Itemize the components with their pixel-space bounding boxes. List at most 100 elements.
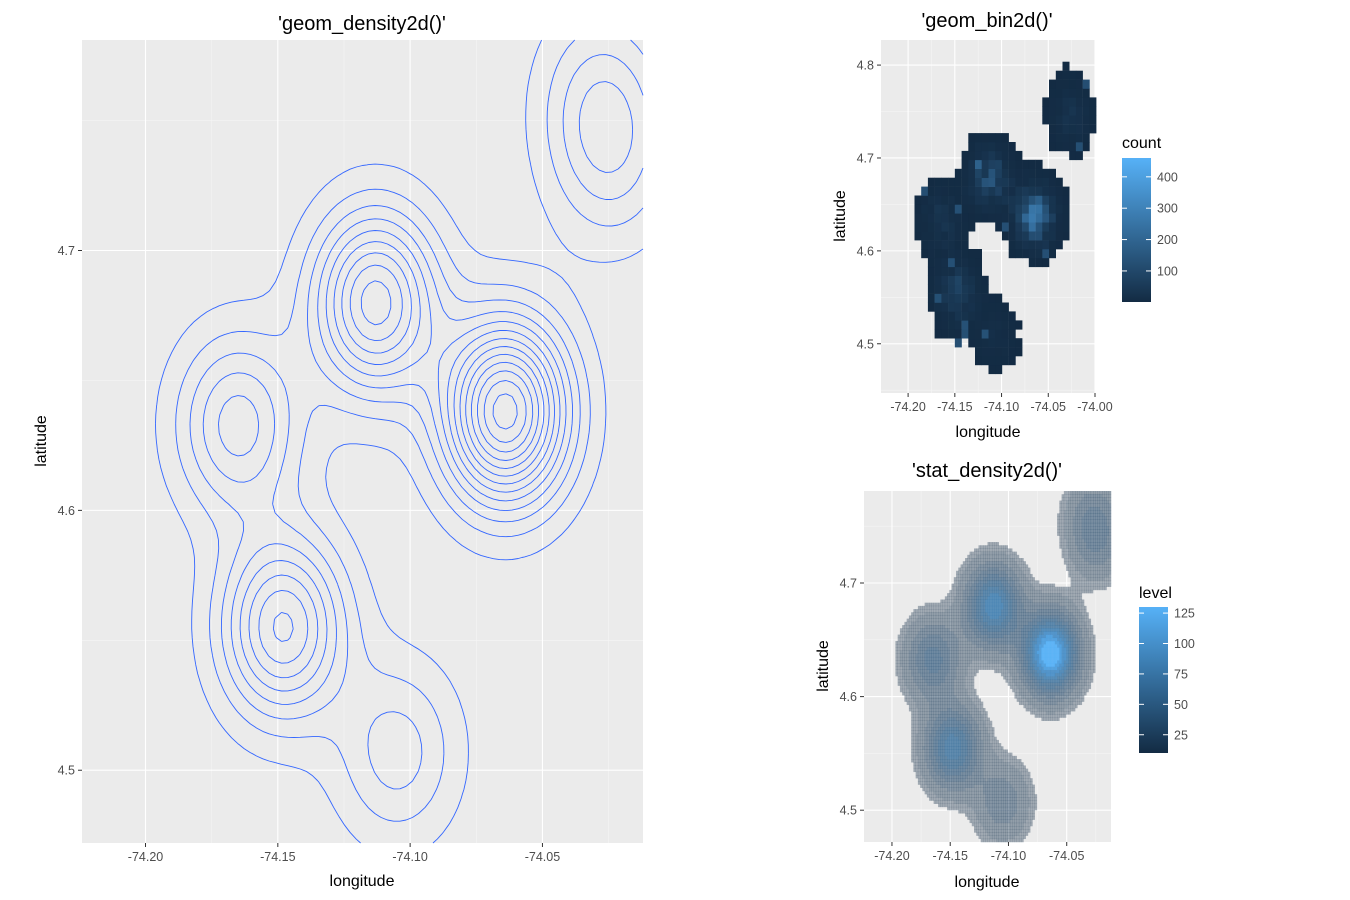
- density-cell: [1030, 692, 1033, 696]
- density-cell: [985, 711, 988, 715]
- density-cell: [1027, 599, 1031, 603]
- bin-tile: [1075, 150, 1083, 161]
- density-cell: [902, 650, 905, 654]
- density-cell: [965, 685, 968, 690]
- bin-tile: [1042, 168, 1050, 178]
- density-cell: [1005, 653, 1008, 658]
- density-cell: [987, 663, 990, 667]
- density-cell: [1005, 647, 1008, 651]
- density-cell: [938, 615, 941, 619]
- density-cell: [1050, 688, 1053, 693]
- density-cell: [924, 615, 928, 619]
- density-cell: [1072, 618, 1076, 623]
- density-cell: [1016, 692, 1020, 696]
- density-cell: [994, 653, 997, 658]
- density-cell: [1066, 704, 1069, 709]
- density-cell: [1086, 625, 1089, 629]
- density-cell: [971, 768, 975, 773]
- density-cell: [1045, 679, 1049, 683]
- density-cell: [1032, 640, 1035, 645]
- density-cell: [996, 656, 999, 661]
- density-cell: [983, 822, 986, 827]
- density-cell: [1054, 599, 1058, 603]
- plot-bin2d: 'geom_bin2d()' -74.20 -74.15 -74.10 -74.05-…: [832, 10, 1178, 441]
- density-cell: [965, 723, 968, 728]
- density-cell: [1068, 612, 1071, 616]
- density-cell: [951, 605, 955, 610]
- density-cell: [1061, 698, 1065, 702]
- density-cell: [1036, 711, 1040, 715]
- density-cell: [1086, 615, 1089, 619]
- density-cell: [940, 717, 943, 721]
- density-cell: [1021, 688, 1024, 693]
- density-cell: [1030, 698, 1033, 702]
- density-cell: [960, 695, 964, 699]
- density-cell: [908, 701, 912, 706]
- density-cell: [996, 653, 999, 658]
- density-cell: [1000, 631, 1004, 635]
- density-cell: [1068, 599, 1071, 603]
- density-cell: [1061, 615, 1065, 619]
- density-cell: [985, 752, 988, 757]
- density-cell: [967, 727, 970, 731]
- density-cell: [1003, 797, 1006, 801]
- density-cell: [998, 787, 1002, 792]
- density-cell: [1007, 787, 1011, 792]
- density-cell: [938, 749, 941, 753]
- contour-line: [360, 280, 545, 469]
- density-cell: [996, 602, 999, 607]
- density-cell: [967, 707, 970, 712]
- density-cell: [1070, 625, 1074, 629]
- bin-tile: [948, 311, 956, 321]
- density-cell: [985, 714, 988, 718]
- density-cell: [983, 819, 986, 824]
- density-cell: [897, 653, 901, 658]
- density-cell: [1043, 704, 1047, 709]
- density-cell: [1068, 701, 1071, 706]
- density-cell: [904, 672, 907, 677]
- density-cell: [1072, 644, 1076, 648]
- density-cell: [1061, 612, 1065, 616]
- density-cell: [913, 637, 916, 642]
- density-cell: [969, 637, 973, 642]
- density-cell: [902, 660, 905, 664]
- density-cell: [987, 599, 990, 603]
- density-cell: [958, 602, 961, 607]
- density-cell: [998, 797, 1002, 801]
- density-cell: [980, 749, 984, 753]
- density-cell: [904, 676, 907, 680]
- density-cell: [1021, 838, 1024, 843]
- density-cell: [1023, 609, 1026, 613]
- density-cell: [985, 653, 988, 658]
- density-cell: [958, 752, 961, 757]
- density-cell: [938, 803, 941, 808]
- density-cell: [924, 730, 928, 734]
- density-cell: [949, 692, 952, 696]
- density-cell: [931, 666, 934, 670]
- density-cell: [1005, 829, 1008, 833]
- density-cell: [1007, 819, 1011, 824]
- density-cell: [1063, 612, 1067, 616]
- density-cell: [1018, 679, 1022, 683]
- density-cell: [1007, 618, 1011, 623]
- density-cell: [991, 762, 995, 766]
- density-cell: [947, 727, 950, 731]
- density-cell: [1093, 660, 1096, 664]
- density-cell: [922, 707, 925, 712]
- density-cell: [1012, 644, 1015, 648]
- density-cell: [1070, 679, 1074, 683]
- density-cell: [953, 759, 957, 763]
- density-cell: [1072, 628, 1076, 632]
- density-cell: [978, 813, 982, 817]
- density-cell: [1084, 618, 1087, 623]
- density-cell: [949, 743, 952, 747]
- density-cell: [967, 637, 970, 642]
- density-cell: [1059, 618, 1062, 623]
- density-cell: [985, 794, 988, 798]
- density-cell: [922, 787, 925, 792]
- density-cell: [1039, 698, 1042, 702]
- density-cell: [1025, 800, 1029, 804]
- density-cell: [1048, 685, 1051, 690]
- density-cell: [971, 736, 975, 741]
- density-cell: [911, 755, 914, 760]
